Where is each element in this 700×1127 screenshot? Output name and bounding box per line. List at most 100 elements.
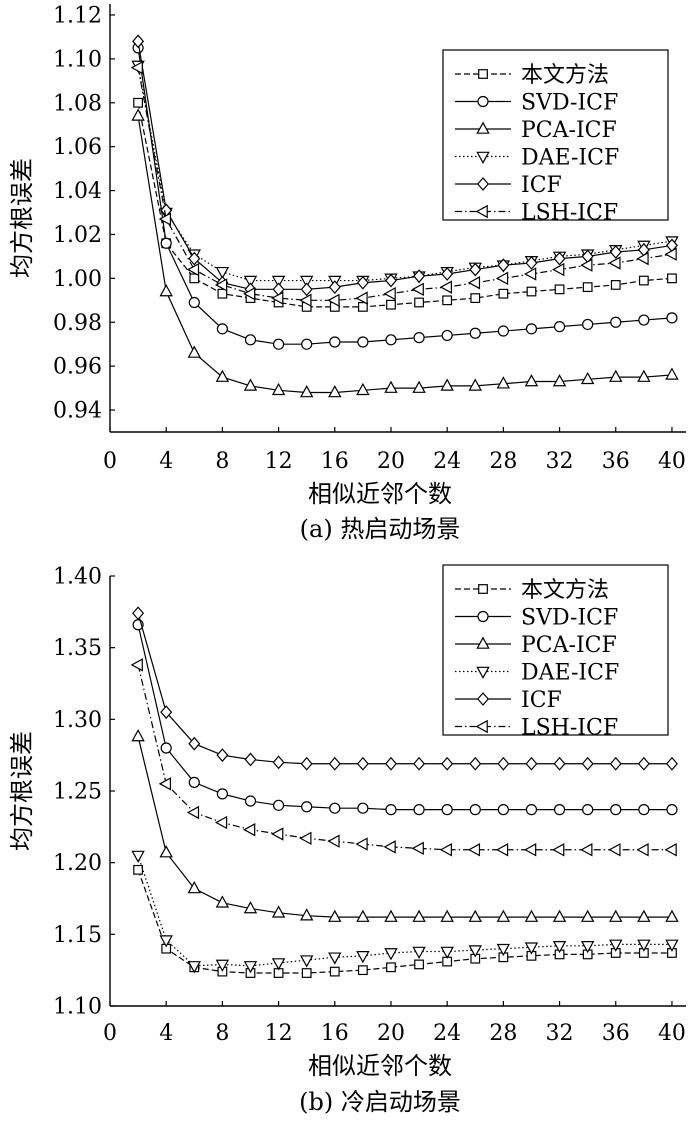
y-tick-label: 1.40 — [53, 565, 102, 590]
data-point — [187, 345, 202, 358]
data-point — [189, 273, 200, 284]
data-point — [665, 939, 679, 952]
data-point — [553, 321, 566, 333]
data-point — [666, 312, 678, 324]
data-point — [383, 840, 396, 854]
data-point — [384, 273, 397, 288]
data-point — [159, 845, 173, 858]
data-point — [580, 909, 595, 922]
chart-panel-a: 0 4 8 12 16 20 24 28 32 36 40 0.94 0.96 0.98 1.00 1.02 1… — [8, 3, 686, 543]
data-point — [609, 909, 623, 922]
data-point — [580, 258, 593, 272]
data-point — [496, 909, 511, 922]
data-point — [440, 946, 454, 959]
data-point — [525, 804, 538, 816]
data-point — [666, 804, 678, 816]
data-point — [328, 909, 342, 922]
legend-marker — [478, 584, 488, 594]
series-ICF — [132, 34, 678, 297]
data-point — [271, 291, 284, 305]
data-point — [186, 805, 200, 820]
data-point — [495, 271, 509, 286]
data-point — [467, 276, 481, 290]
data-point — [441, 804, 453, 816]
data-point — [300, 282, 313, 297]
data-point — [299, 908, 314, 921]
data-point — [495, 843, 509, 857]
data-point — [524, 267, 537, 281]
y-tick-label: 1.06 — [53, 135, 102, 160]
data-point — [386, 299, 396, 310]
data-point — [243, 378, 258, 391]
legend-label: ICF — [521, 688, 562, 713]
data-point — [496, 376, 511, 389]
data-point — [217, 288, 228, 299]
x-tick-label: 4 — [159, 449, 173, 474]
legend-label: DAE-ICF — [521, 146, 619, 171]
data-point — [497, 756, 510, 771]
series-LSH-ICF — [130, 60, 677, 308]
data-point — [329, 336, 341, 348]
chart-caption: (a) 热启动场景 — [300, 515, 461, 543]
y-tick-label: 1.10 — [53, 47, 102, 72]
data-point — [554, 284, 565, 295]
data-point — [637, 369, 651, 382]
data-point — [412, 946, 426, 959]
data-point — [328, 280, 341, 295]
data-point — [526, 286, 537, 297]
data-point — [553, 804, 566, 816]
x-tick-label: 8 — [215, 449, 229, 474]
data-point — [299, 955, 314, 968]
data-point — [216, 788, 228, 800]
data-point — [524, 843, 537, 857]
y-tick-label: 1.20 — [53, 851, 102, 876]
x-tick-label: 24 — [433, 449, 461, 474]
data-point — [357, 965, 368, 976]
data-point — [439, 280, 452, 294]
series-SVD-ICF — [132, 619, 678, 816]
legend-marker — [477, 610, 489, 623]
data-point — [384, 756, 397, 771]
data-point — [609, 939, 623, 952]
legend-label: LSH-ICF — [521, 716, 618, 741]
data-point — [160, 742, 172, 754]
data-point — [131, 850, 145, 863]
data-point — [216, 748, 229, 763]
data-point — [271, 382, 286, 396]
data-point — [552, 843, 565, 857]
data-point — [441, 329, 453, 342]
data-point — [467, 843, 481, 857]
x-tick-label: 40 — [658, 1021, 686, 1046]
data-point — [553, 251, 566, 266]
legend-label: SVD-ICF — [521, 606, 618, 631]
data-point — [384, 948, 398, 961]
data-point — [271, 958, 286, 971]
data-point — [329, 966, 340, 977]
data-point — [301, 338, 313, 350]
data-point — [608, 843, 621, 857]
data-point — [414, 959, 424, 970]
data-point — [301, 968, 312, 978]
data-point — [468, 945, 482, 958]
y-axis-title: 均方根误差 — [8, 731, 36, 851]
data-point — [215, 266, 230, 280]
data-point — [610, 804, 622, 816]
legend-marker — [476, 636, 490, 649]
chart-caption: (b) 冷启动场景 — [299, 1088, 461, 1116]
y-tick-label: 1.10 — [53, 995, 102, 1020]
y-tick-label: 0.96 — [53, 355, 102, 380]
y-tick-label: 1.08 — [53, 91, 102, 116]
data-point — [552, 940, 567, 954]
data-point — [552, 909, 567, 922]
data-point — [385, 334, 397, 346]
data-point — [636, 843, 649, 857]
data-point — [327, 834, 340, 848]
x-tick-label: 20 — [377, 1021, 405, 1046]
data-point — [440, 378, 454, 391]
data-point — [299, 385, 314, 398]
x-tick-label: 16 — [321, 449, 349, 474]
data-point — [272, 799, 285, 811]
legend-marker — [475, 719, 488, 734]
data-point — [664, 843, 677, 857]
